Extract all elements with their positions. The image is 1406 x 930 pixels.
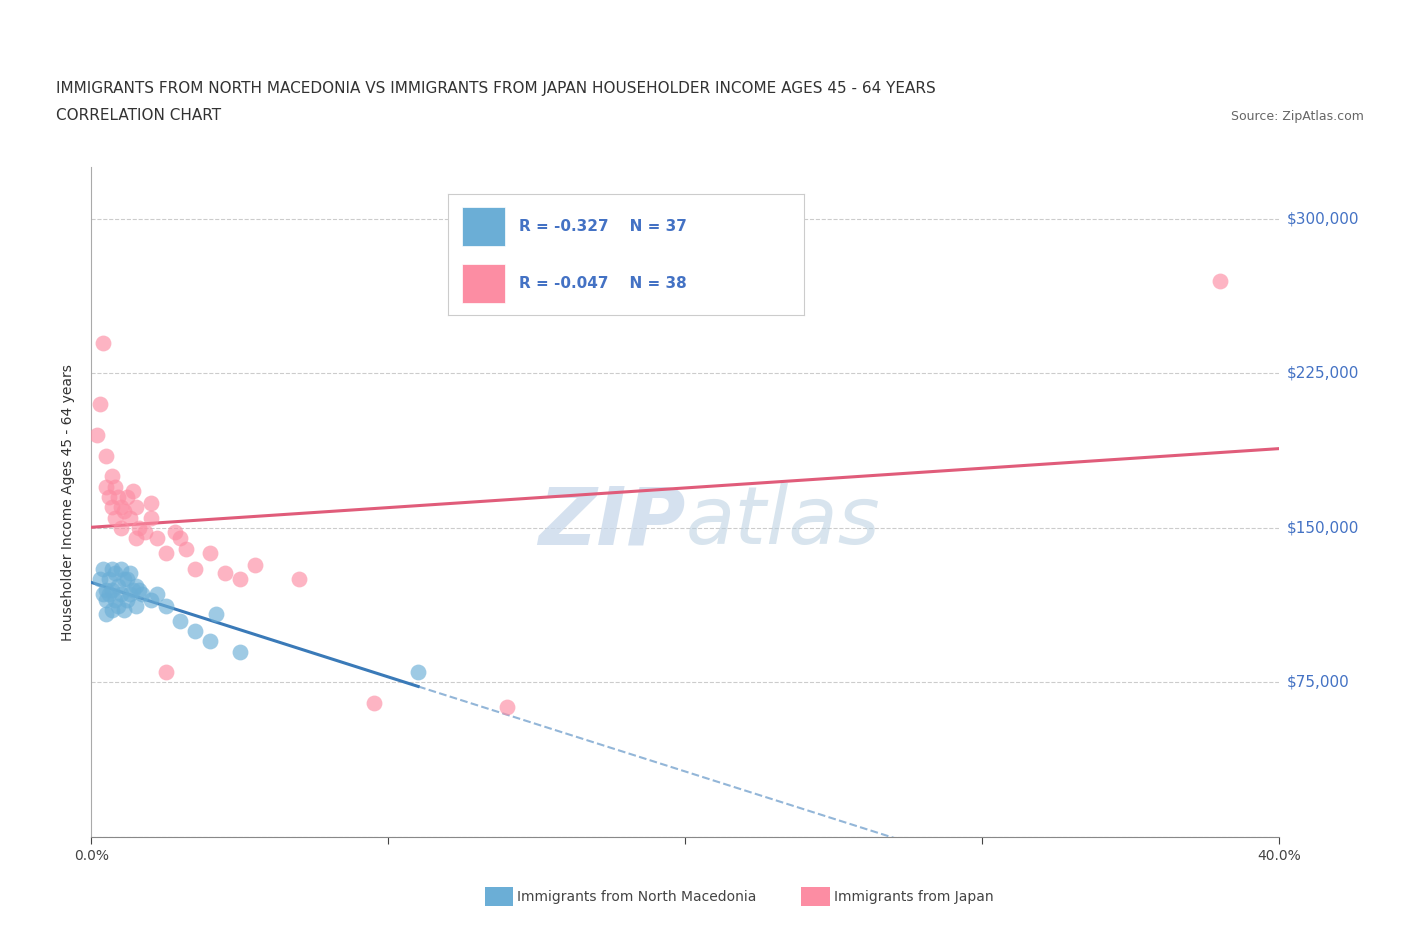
Point <box>243 558 266 573</box>
Point <box>91 562 114 577</box>
Point <box>115 592 138 607</box>
Text: Immigrants from North Macedonia: Immigrants from North Macedonia <box>517 889 756 904</box>
Text: $150,000: $150,000 <box>1286 521 1358 536</box>
Point <box>96 582 118 597</box>
Point <box>128 582 150 597</box>
Point <box>107 489 129 504</box>
Point <box>229 572 252 587</box>
Point <box>155 545 177 560</box>
Y-axis label: Householder Income Ages 45 - 64 years: Householder Income Ages 45 - 64 years <box>62 364 76 641</box>
Text: atlas: atlas <box>685 484 880 562</box>
Point <box>125 578 148 593</box>
Point <box>169 531 191 546</box>
Text: $225,000: $225,000 <box>1286 365 1358 381</box>
Point <box>131 587 153 602</box>
Point <box>86 428 108 443</box>
Point <box>104 511 127 525</box>
Point <box>104 479 127 494</box>
Text: CORRELATION CHART: CORRELATION CHART <box>56 108 221 123</box>
Point <box>110 500 132 515</box>
Point <box>98 587 121 602</box>
Point <box>101 562 124 577</box>
Point <box>107 578 129 593</box>
Point <box>214 565 236 580</box>
Point <box>200 545 222 560</box>
Point <box>155 665 177 680</box>
Point <box>101 582 124 597</box>
Point <box>101 603 124 618</box>
Point <box>122 484 145 498</box>
Point <box>229 644 252 659</box>
Point <box>128 521 150 536</box>
Point <box>155 599 177 614</box>
Point <box>110 562 132 577</box>
Text: Immigrants from Japan: Immigrants from Japan <box>834 889 994 904</box>
Point <box>89 572 111 587</box>
Point <box>98 489 121 504</box>
Point <box>200 634 222 649</box>
Text: $75,000: $75,000 <box>1286 675 1350 690</box>
Text: Source: ZipAtlas.com: Source: ZipAtlas.com <box>1230 110 1364 123</box>
Point <box>104 565 127 580</box>
Point <box>112 603 135 618</box>
Point <box>145 587 167 602</box>
Text: $300,000: $300,000 <box>1286 211 1360 226</box>
Point <box>118 565 141 580</box>
Point <box>184 623 207 638</box>
Text: ZIP: ZIP <box>538 484 685 562</box>
Point <box>118 587 141 602</box>
Point <box>96 479 118 494</box>
Point <box>101 500 124 515</box>
Point <box>1209 273 1232 288</box>
Point <box>115 572 138 587</box>
Point <box>163 525 186 539</box>
Point <box>139 496 162 511</box>
Point <box>91 335 114 350</box>
Point <box>134 525 156 539</box>
Point <box>107 599 129 614</box>
Point <box>139 511 162 525</box>
Point <box>89 397 111 412</box>
Point <box>363 696 385 711</box>
Point <box>96 607 118 622</box>
Point <box>122 582 145 597</box>
Point <box>139 592 162 607</box>
Point <box>125 500 148 515</box>
Point <box>125 531 148 546</box>
Point <box>205 607 228 622</box>
Point <box>288 572 311 587</box>
Point <box>96 448 118 463</box>
Point <box>98 572 121 587</box>
Text: IMMIGRANTS FROM NORTH MACEDONIA VS IMMIGRANTS FROM JAPAN HOUSEHOLDER INCOME AGES: IMMIGRANTS FROM NORTH MACEDONIA VS IMMIG… <box>56 81 936 96</box>
Point <box>115 489 138 504</box>
Point <box>184 562 207 577</box>
Point <box>169 613 191 628</box>
Point <box>91 587 114 602</box>
Point <box>176 541 198 556</box>
Point <box>118 511 141 525</box>
Point <box>110 587 132 602</box>
Point <box>96 592 118 607</box>
Point <box>110 521 132 536</box>
Point <box>104 592 127 607</box>
Point <box>496 699 519 714</box>
Point <box>112 572 135 587</box>
Point <box>112 504 135 519</box>
Point <box>101 469 124 484</box>
Point <box>406 665 429 680</box>
Point <box>125 599 148 614</box>
Point <box>145 531 167 546</box>
